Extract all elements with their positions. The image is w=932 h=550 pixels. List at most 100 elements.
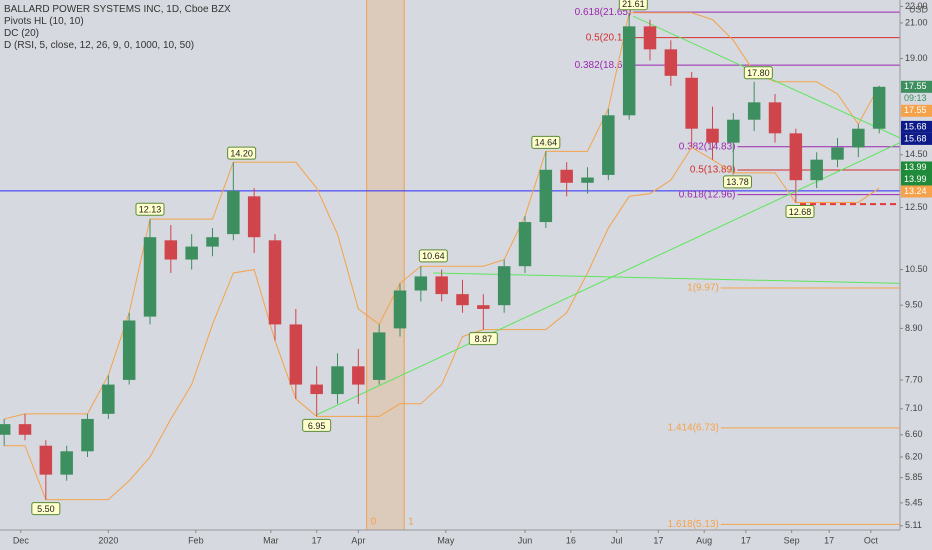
candle-body (143, 237, 157, 317)
y-tick-label: 5.11 (905, 520, 922, 530)
x-tick-label: 2020 (98, 535, 118, 545)
candle-body (477, 305, 490, 309)
pivot-text: 14.20 (230, 149, 253, 159)
candle-body (206, 237, 219, 247)
price-label-box (901, 173, 932, 186)
candle-body (602, 115, 615, 175)
candle-body (81, 418, 94, 452)
candle-body (664, 49, 678, 76)
candle-body (581, 177, 594, 183)
pivot-label: 10.64 (418, 249, 448, 263)
candle-body (497, 266, 511, 306)
time-range (366, 0, 405, 530)
price-label-box (901, 132, 932, 145)
x-tick-label: 16 (566, 535, 576, 545)
candle-body (122, 320, 136, 380)
x-tick-label: Aug (696, 535, 712, 545)
y-tick-label: 5.85 (905, 472, 923, 482)
price-label-box (901, 120, 932, 133)
candle-body (622, 26, 636, 116)
donchian-lower (4, 146, 880, 501)
y-tick-label: 21.00 (905, 17, 928, 27)
pivot-box (227, 146, 257, 160)
pivot-text: 12.68 (789, 207, 812, 217)
candle-body (539, 169, 553, 223)
candle-body (456, 294, 469, 306)
pivot-label: 12.68 (785, 204, 815, 218)
pivot-text: 21.61 (622, 0, 645, 9)
price-label: 13.99 (904, 162, 927, 172)
y-tick-label: 12.50 (905, 202, 928, 212)
price-label: 13.24 (904, 186, 927, 196)
fib-label: 0.5(20.15) (586, 32, 632, 43)
pivot-box (302, 418, 332, 432)
y-tick-label: 9.50 (905, 300, 923, 310)
candle-body (789, 133, 803, 181)
y-tick-label: 5.45 (905, 497, 923, 507)
price-label: 15.68 (904, 133, 927, 143)
fib-label: 1.414(6.73) (668, 422, 719, 433)
candle-body (560, 169, 573, 183)
pivot-label: 14.64 (531, 135, 561, 149)
pivot-label: 12.13 (135, 202, 165, 216)
y-tick-label: 6.60 (905, 429, 923, 439)
price-label-box (901, 80, 932, 93)
fib-label: 0.618(21.65) (575, 7, 632, 18)
pivot-label: 5.50 (31, 502, 61, 516)
pivot-text: 5.50 (37, 504, 55, 514)
currency: USD (909, 4, 929, 14)
indicator[interactable]: Pivots HL (10, 10) (4, 16, 84, 27)
pivot-box (135, 202, 165, 216)
candle-body (727, 119, 740, 143)
candle-body (643, 26, 657, 50)
candle-body (393, 290, 407, 329)
pivot-box (31, 502, 61, 516)
indicator[interactable]: DC (20) (4, 28, 40, 39)
pivot-label: 21.61 (618, 0, 648, 11)
y-tick-label: 22.00 (905, 1, 928, 11)
x-tick-label: Apr (351, 535, 365, 545)
candle-body (164, 240, 178, 260)
price-label-box (901, 185, 932, 198)
x-tick-label: May (437, 535, 455, 545)
pivot-box (723, 175, 752, 189)
pivot-box (785, 204, 815, 218)
candle-body (768, 102, 782, 134)
x-tick-label: 17 (653, 535, 663, 545)
candle-body (289, 324, 303, 385)
indicator[interactable]: D (RSI, 5, close, 12, 26, 9, 0, 1000, 10… (4, 40, 195, 51)
x-tick-label: 17 (312, 535, 322, 545)
fib-label: 0.382(18.65) (575, 60, 632, 71)
candle-body (60, 451, 73, 475)
y-tick-label: 14.50 (905, 149, 928, 159)
time-range-label: 1 (408, 517, 414, 528)
pivot-label: 8.87 (468, 332, 498, 346)
candle-body (18, 424, 32, 435)
candle-body (435, 276, 448, 295)
x-tick-label: Feb (188, 535, 204, 545)
fib-label: 0.5(13.89) (690, 165, 736, 176)
x-tick-label: Oct (864, 535, 879, 545)
candle-body (872, 86, 886, 129)
pivot-text: 8.87 (475, 334, 493, 344)
candle-body (185, 246, 198, 260)
candle-body (414, 276, 428, 291)
trendline (316, 142, 901, 416)
price-label: 17.55 (904, 105, 927, 115)
candle-body (310, 384, 323, 395)
y-tick-label: 6.20 (905, 451, 923, 461)
pivot-text: 10.64 (422, 251, 445, 261)
y-tick-label: 7.10 (905, 403, 923, 413)
candle-body (372, 332, 386, 380)
fib-label: 0.382(14.83) (679, 141, 736, 152)
countdown: 09:13 (904, 93, 927, 103)
candle-body (810, 159, 823, 181)
x-tick-label: Sep (784, 535, 800, 545)
fib-label: 0.618(12.96) (679, 189, 736, 200)
trendline (433, 272, 901, 284)
pivot-box (531, 135, 561, 149)
pivot-label: 14.20 (227, 146, 257, 160)
x-tick-label: Dec (13, 535, 30, 545)
candle-body (227, 190, 240, 235)
